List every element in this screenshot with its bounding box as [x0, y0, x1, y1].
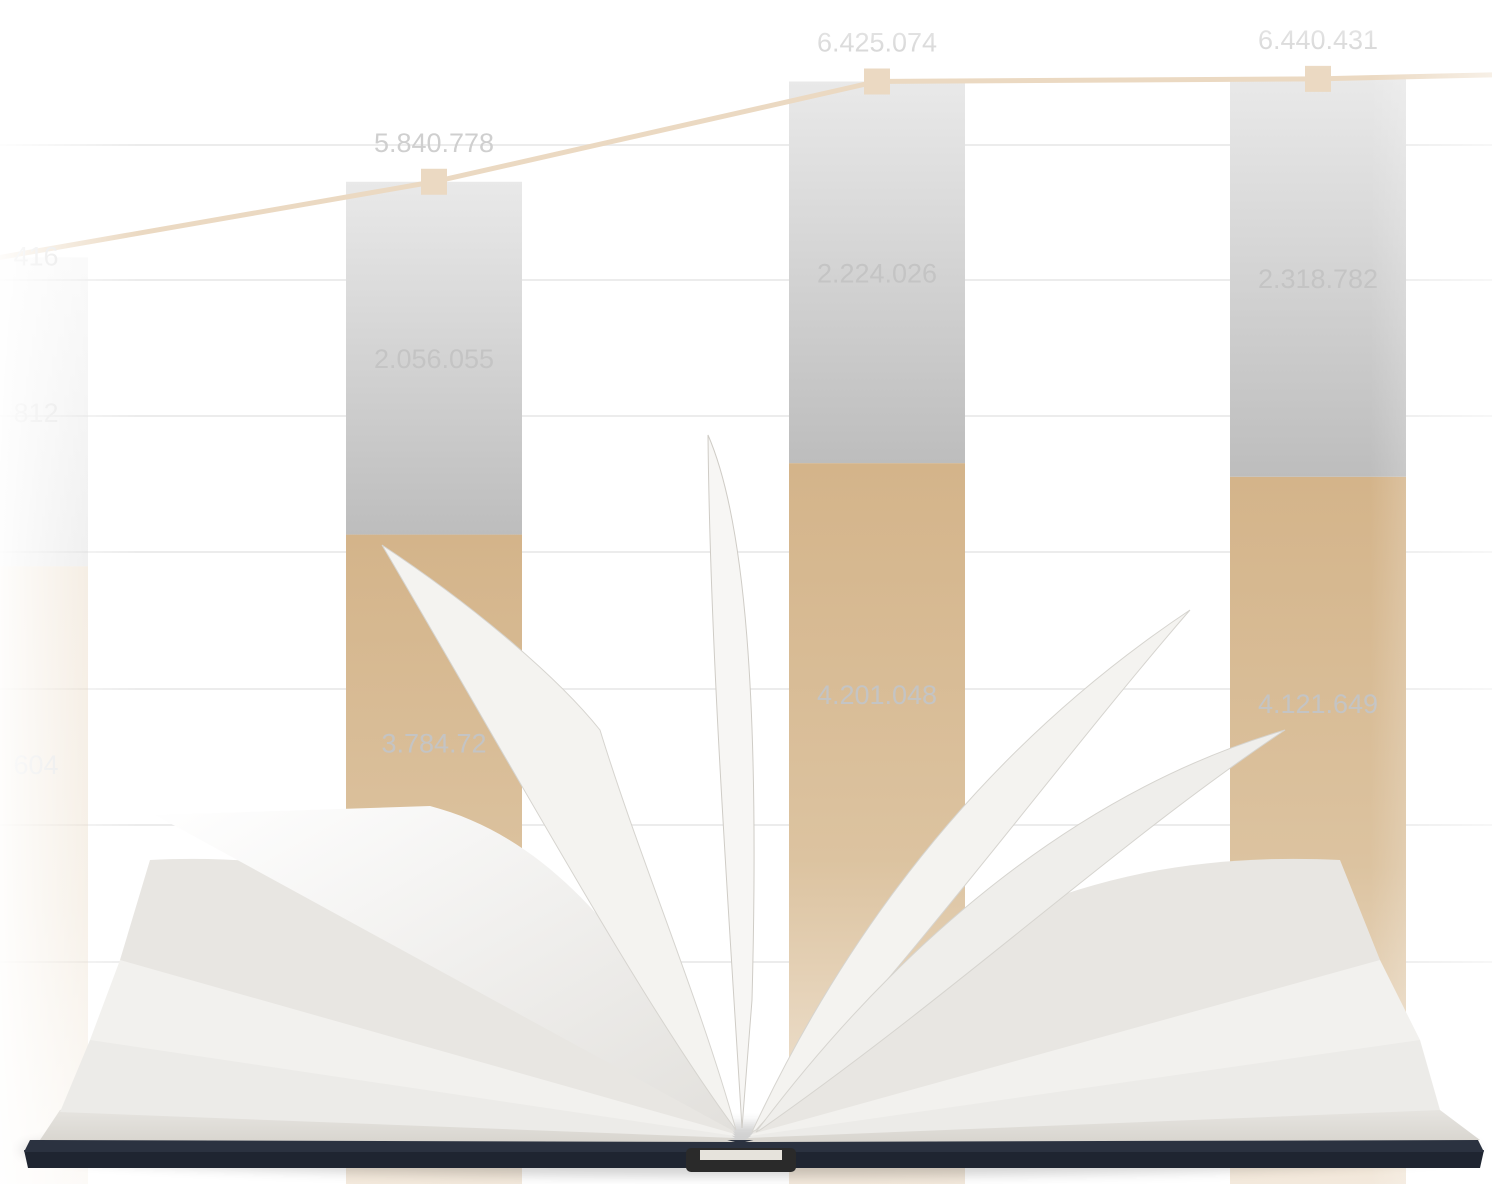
left-page-fan-3 [120, 858, 735, 1134]
total-line-layer [0, 65, 1492, 260]
total-marker [421, 168, 447, 195]
total-line [0, 72, 1492, 260]
top-fade [0, 0, 1492, 70]
upper-segment-label: 2.056.055 [374, 344, 494, 374]
value-label-layer: 4168126045.840.7782.056.0553.784.726.425… [13, 25, 1378, 780]
right-rising-leaf-2 [755, 729, 1286, 1133]
upper-segment-label: 2.224.026 [817, 258, 937, 288]
lower-segment-label: 4.121.649 [1258, 689, 1378, 719]
total-value-label: 5.840.778 [374, 128, 494, 158]
total-marker [1305, 65, 1331, 92]
center-standing-leaf [707, 434, 755, 1129]
total-marker [864, 68, 890, 95]
right-rising-leaf-1 [750, 609, 1191, 1134]
right-page-fan-3 [752, 858, 1380, 1134]
left-tall-leaf [381, 544, 737, 1131]
book-cover-edge [24, 1140, 1484, 1152]
bar-segment-upper [346, 181, 522, 535]
lower-segment-label: 3.784.72 [381, 728, 486, 758]
left-lifted-page [155, 806, 735, 1132]
right-page-fan-2 [750, 948, 1420, 1136]
bar-segment-upper [789, 81, 965, 464]
upper-segment-label: 2.318.782 [1258, 264, 1378, 294]
book-headband [700, 1150, 782, 1160]
lower-segment-label: 4.201.048 [817, 680, 937, 710]
open-book-image [20, 434, 1484, 1176]
